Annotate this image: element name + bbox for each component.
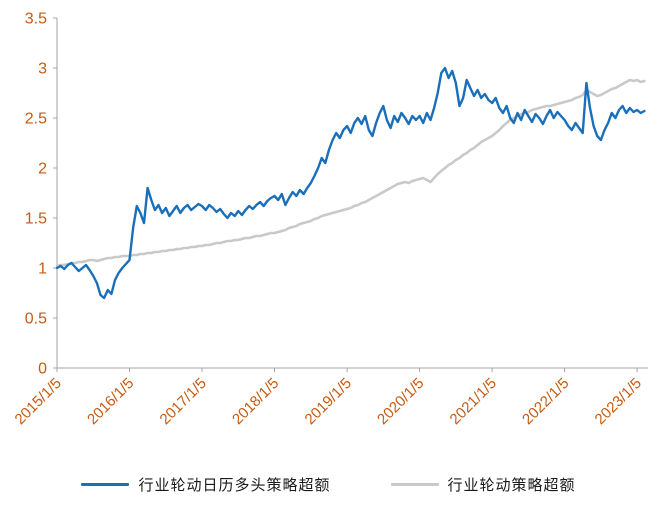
- svg-text:2019/1/5: 2019/1/5: [302, 375, 355, 428]
- legend-item-rotation-strategy: 行业轮动策略超额: [390, 474, 576, 495]
- legend-label-rotation-strategy: 行业轮动策略超额: [447, 477, 576, 494]
- svg-text:2023/1/5: 2023/1/5: [592, 375, 645, 428]
- svg-text:3.5: 3.5: [25, 11, 47, 28]
- svg-text:0: 0: [38, 361, 47, 378]
- svg-text:2021/1/5: 2021/1/5: [447, 375, 500, 428]
- legend-item-calendar-long-strategy: 行业轮动日历多头策略超额: [81, 474, 330, 495]
- svg-text:2018/1/5: 2018/1/5: [229, 375, 282, 428]
- chart-legend: 行业轮动日历多头策略超额 行业轮动策略超额: [0, 474, 657, 495]
- legend-line-swatch-gray: [390, 483, 439, 486]
- svg-text:2.5: 2.5: [25, 111, 47, 128]
- svg-text:2022/1/5: 2022/1/5: [519, 375, 572, 428]
- svg-text:2016/1/5: 2016/1/5: [84, 375, 137, 428]
- svg-text:1: 1: [38, 261, 47, 278]
- svg-text:2015/1/5: 2015/1/5: [12, 375, 65, 428]
- svg-text:1.5: 1.5: [25, 211, 47, 228]
- svg-text:2: 2: [38, 161, 47, 178]
- svg-text:2020/1/5: 2020/1/5: [374, 375, 427, 428]
- legend-line-swatch-blue: [81, 483, 130, 486]
- line-chart: 0 0.5 1 1.5 2 2.5 3 3.5 2015/1/5 2016/1/5 2017/1/5…: [12, 11, 648, 428]
- svg-text:3: 3: [38, 61, 47, 78]
- legend-label-calendar-long-strategy: 行业轮动日历多头策略超额: [138, 477, 331, 494]
- svg-text:0.5: 0.5: [25, 311, 47, 328]
- svg-text:2017/1/5: 2017/1/5: [157, 375, 210, 428]
